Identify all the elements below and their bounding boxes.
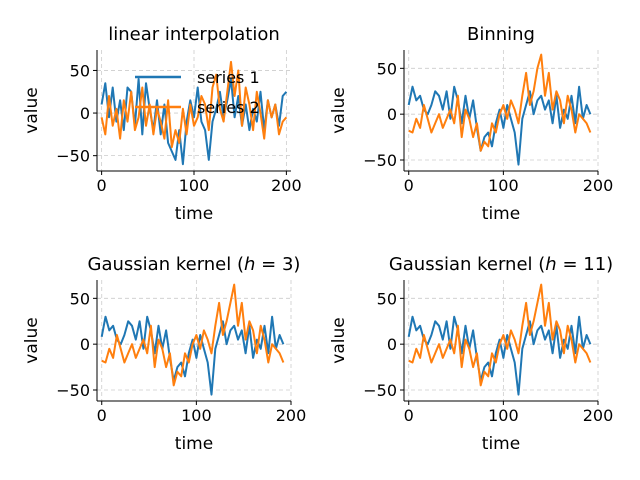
- series-line-1: [100, 315, 285, 396]
- subplot-title: Binning: [467, 24, 535, 45]
- subplot-title: Gaussian kernel (h = 3): [88, 254, 301, 275]
- series-line-2: [408, 283, 592, 387]
- x-tick-label: 200: [583, 406, 614, 425]
- x-axis-label: time: [482, 434, 520, 454]
- x-tick-label: 0: [404, 176, 414, 195]
- x-axis-label: time: [175, 434, 213, 454]
- x-tick-label: 0: [97, 176, 107, 195]
- y-tick-label: −50: [363, 381, 397, 400]
- y-tick-label: 0: [387, 105, 397, 124]
- y-axis-label: value: [329, 87, 349, 133]
- y-axis-label: value: [329, 317, 349, 363]
- subplot-title: Gaussian kernel (h = 11): [389, 254, 613, 275]
- series-line-2: [101, 283, 285, 387]
- legend-label: series 2: [197, 98, 260, 117]
- x-tick-label: 200: [583, 176, 614, 195]
- x-axis-label: time: [482, 204, 520, 224]
- x-tick-label: 100: [488, 406, 519, 425]
- y-axis-label: value: [22, 87, 42, 133]
- x-tick-label: 0: [97, 406, 107, 425]
- x-tick-label: 200: [276, 406, 307, 425]
- y-tick-label: −50: [56, 147, 90, 166]
- legend: series 1 series 2: [135, 68, 260, 117]
- x-tick-label: 200: [271, 176, 302, 195]
- y-tick-label: 0: [387, 335, 397, 354]
- subplot-1: 0 100 200 −50 0 50 time value linear interpolati…: [22, 24, 302, 224]
- x-tick-label: 0: [404, 406, 414, 425]
- legend-label: series 1: [197, 68, 260, 87]
- y-tick-label: 0: [80, 104, 90, 123]
- subplot-4: 0 100 200 −50 0 50 time value Gaussian kernel (h…: [329, 254, 613, 454]
- x-tick-label: 100: [488, 176, 519, 195]
- series-line-2: [408, 53, 592, 152]
- y-axis-label: value: [22, 317, 42, 363]
- y-tick-label: −50: [363, 151, 397, 170]
- x-axis-label: time: [175, 204, 213, 224]
- subplot-2: 0 100 200 −50 0 50 time value Binning: [329, 24, 613, 224]
- subplot-3: 0 100 200 −50 0 50 time value Gaussian kernel (h…: [22, 254, 306, 454]
- series-line-2: [100, 60, 288, 149]
- y-tick-label: −50: [56, 381, 90, 400]
- y-tick-label: 50: [70, 61, 90, 80]
- series-line-1: [407, 315, 592, 396]
- subplot-title: linear interpolation: [108, 24, 280, 45]
- y-tick-label: 50: [70, 289, 90, 308]
- y-tick-label: 50: [377, 59, 397, 78]
- y-tick-label: 0: [80, 335, 90, 354]
- x-tick-label: 100: [181, 406, 212, 425]
- series-line-1: [407, 85, 592, 166]
- y-tick-label: 50: [377, 289, 397, 308]
- x-tick-label: 100: [179, 176, 210, 195]
